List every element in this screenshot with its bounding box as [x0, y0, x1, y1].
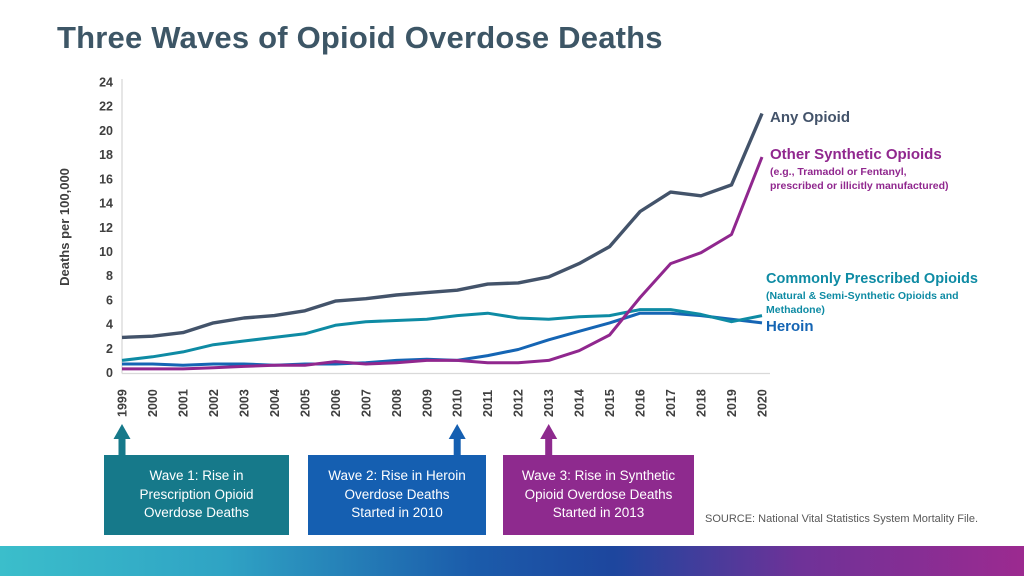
series-sublabel-text: (e.g., Tramadol or Fentanyl, prescribed …: [770, 166, 949, 192]
y-tick-label: 20: [99, 124, 113, 138]
x-tick-label: 2018: [695, 389, 709, 417]
series-label-commonly-prescribed-opioids: Commonly Prescribed Opioids (Natural & S…: [766, 271, 978, 318]
wave3-callout: Wave 3: Rise in Synthetic Opioid Overdos…: [503, 455, 694, 535]
x-tick-label: 2007: [359, 389, 373, 417]
series-label-text: Any Opioid: [770, 109, 850, 126]
x-tick-label: 2001: [176, 389, 190, 417]
y-tick-label: 0: [106, 366, 113, 380]
series-label-heroin: Heroin: [766, 318, 814, 335]
bottom-gradient-bar: [0, 546, 1024, 576]
x-tick-label: 2004: [268, 389, 282, 417]
x-tick-label: 1999: [116, 389, 130, 417]
x-tick-label: 2019: [725, 389, 739, 417]
y-tick-label: 8: [106, 269, 113, 283]
x-tick-label: 2015: [603, 389, 617, 417]
y-tick-label: 18: [99, 148, 113, 162]
x-tick-label: 2006: [329, 389, 343, 417]
x-tick-label: 2002: [207, 389, 221, 417]
x-tick-label: 2014: [573, 389, 587, 417]
series-label-text: Other Synthetic Opioids: [770, 146, 942, 163]
page-title: Three Waves of Opioid Overdose Deaths: [57, 20, 663, 55]
x-tick-label: 2013: [542, 389, 556, 417]
source-note: SOURCE: National Vital Statistics System…: [705, 513, 979, 525]
x-tick-label: 2005: [298, 389, 312, 417]
y-tick-label: 14: [99, 197, 113, 211]
y-tick-label: 6: [106, 293, 113, 307]
series-line-any-opioid: [121, 112, 764, 340]
x-tick-label: 2011: [481, 390, 495, 417]
y-axis-title: Deaths per 100,000: [57, 168, 72, 286]
x-tick-label: 2017: [664, 389, 678, 417]
series-label-text: Commonly Prescribed Opioids: [766, 271, 978, 287]
wave2-callout: Wave 2: Rise in Heroin Overdose Deaths S…: [308, 455, 486, 535]
wave1-callout: Wave 1: Rise in Prescription Opioid Over…: [104, 455, 289, 535]
y-tick-label: 16: [99, 172, 113, 186]
y-tick-label: 10: [99, 245, 113, 259]
y-tick-label: 24: [99, 76, 113, 90]
series-sublabel-text: (Natural & Semi-Synthetic Opioids and Me…: [766, 290, 959, 316]
y-tick-label: 2: [106, 342, 113, 356]
wave1-arrow-icon: [113, 424, 131, 456]
x-tick-label: 2000: [146, 389, 160, 417]
series-label-any-opioid: Any Opioid: [770, 109, 850, 126]
y-tick-label: 22: [99, 100, 113, 114]
x-tick-label: 2008: [390, 389, 404, 417]
x-tick-label: 2016: [634, 389, 648, 417]
series-label-text: Heroin: [766, 318, 814, 335]
y-tick-label: 12: [99, 221, 113, 235]
x-tick-label: 2003: [237, 389, 251, 417]
wave2-arrow-icon: [448, 424, 466, 456]
series-label-other-synthetic-opioids: Other Synthetic Opioids (e.g., Tramadol …: [770, 146, 952, 194]
x-tick-label: 2009: [420, 389, 434, 417]
series-line-other-synthetic-opioids: [122, 156, 764, 371]
x-tick-label: 2020: [756, 389, 770, 417]
x-tick-label: 2012: [512, 389, 526, 417]
wave3-arrow-icon: [540, 424, 558, 456]
x-tick-label: 2010: [451, 389, 465, 417]
series-line-commonly-prescribed-opioids: [121, 308, 763, 362]
y-tick-label: 4: [106, 318, 113, 332]
